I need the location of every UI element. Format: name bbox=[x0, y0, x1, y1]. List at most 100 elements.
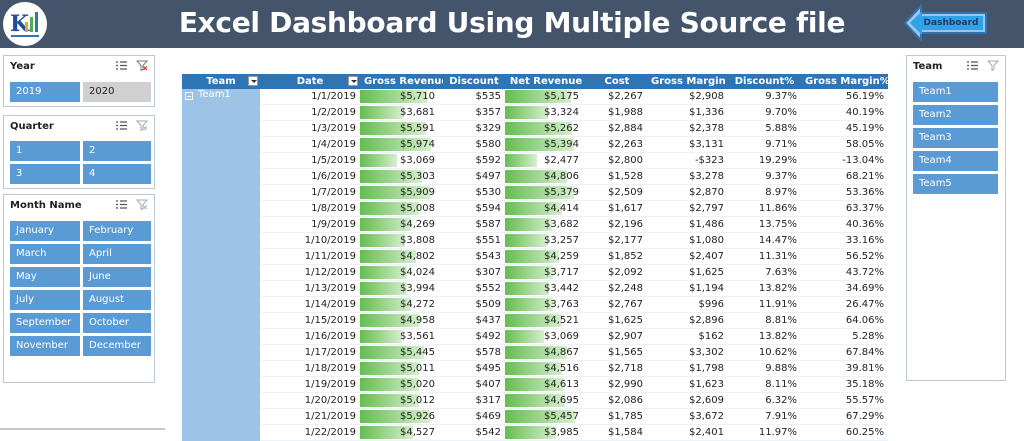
slicer-item-october[interactable]: October bbox=[83, 313, 151, 333]
slicer-item-january[interactable]: January bbox=[10, 221, 80, 241]
discount-pct-cell: 6.32% bbox=[728, 392, 801, 409]
slicer-item-team4[interactable]: Team4 bbox=[913, 151, 998, 171]
data-bar bbox=[505, 202, 562, 215]
discount-cell: $551 bbox=[443, 232, 505, 249]
cell-value: $4,024 bbox=[400, 267, 435, 278]
discount-pct-cell: 5.88% bbox=[728, 120, 801, 137]
table-row: 1/20/2019 $5,012 $317 $4,695 $2,086 $2,609 6.3… bbox=[182, 392, 888, 409]
slicer-item-q1[interactable]: 1 bbox=[10, 141, 80, 161]
slicer-item-2020[interactable]: 2020 bbox=[83, 82, 151, 102]
net-revenue-cell: $4,259 bbox=[505, 248, 587, 265]
cost-cell: $2,086 bbox=[587, 392, 647, 409]
left-arrow-icon bbox=[903, 4, 987, 42]
multi-select-icon[interactable] bbox=[115, 120, 128, 131]
data-bar bbox=[360, 410, 430, 423]
gross-margin-pct-cell: 55.57% bbox=[801, 392, 888, 409]
cell-value: $5,457 bbox=[544, 411, 579, 422]
col-header-date[interactable]: Date bbox=[260, 74, 360, 89]
slicer-item-july[interactable]: July bbox=[10, 290, 80, 310]
date-cell: 1/7/2019 bbox=[260, 184, 360, 201]
net-revenue-cell: $4,521 bbox=[505, 312, 587, 329]
cell-value: $4,269 bbox=[400, 219, 435, 230]
clear-filter-icon[interactable] bbox=[136, 60, 148, 71]
slicer-item-november[interactable]: November bbox=[10, 336, 80, 356]
slicer-item-june[interactable]: June bbox=[83, 267, 151, 287]
cell-value: $5,008 bbox=[400, 203, 435, 214]
slicer-item-q3[interactable]: 3 bbox=[10, 164, 80, 184]
data-bar bbox=[505, 154, 537, 167]
slicer-item-2019[interactable]: 2019 bbox=[10, 82, 80, 102]
gross-margin-pct-cell: 45.19% bbox=[801, 120, 888, 137]
data-bar bbox=[505, 234, 547, 247]
col-header-cost: Cost bbox=[587, 74, 647, 89]
discount-pct-cell: 7.63% bbox=[728, 264, 801, 281]
collapse-icon[interactable] bbox=[185, 92, 193, 100]
net-revenue-cell: $5,262 bbox=[505, 120, 587, 137]
clear-filter-icon[interactable] bbox=[136, 199, 148, 210]
slicer-item-september[interactable]: September bbox=[10, 313, 80, 333]
multi-select-icon[interactable] bbox=[115, 60, 128, 71]
slicer-item-team1[interactable]: Team1 bbox=[913, 82, 998, 102]
data-bar bbox=[360, 154, 397, 167]
data-bar bbox=[505, 346, 568, 359]
data-bar bbox=[360, 394, 419, 407]
gross-margin-cell: $1,080 bbox=[647, 232, 728, 249]
filter-dropdown-icon[interactable] bbox=[248, 76, 258, 86]
slicer-item-team5[interactable]: Team5 bbox=[913, 174, 998, 194]
cost-cell: $2,196 bbox=[587, 216, 647, 233]
slicer-item-december[interactable]: December bbox=[83, 336, 151, 356]
discount-pct-cell: 19.29% bbox=[728, 152, 801, 169]
slicer-item-team3[interactable]: Team3 bbox=[913, 128, 998, 148]
data-bar bbox=[505, 106, 548, 119]
table-row: 1/13/2019 $3,994 $552 $3,442 $2,248 $1,194 13.… bbox=[182, 280, 888, 297]
date-cell: 1/8/2019 bbox=[260, 200, 360, 217]
discount-cell: $357 bbox=[443, 104, 505, 121]
cell-value: $5,303 bbox=[400, 171, 435, 182]
dashboard-button[interactable]: Dashboard bbox=[903, 4, 988, 42]
cell-value: $3,808 bbox=[400, 235, 435, 246]
gross-margin-cell: $3,131 bbox=[647, 136, 728, 153]
table-row: 1/5/2019 $3,069 $592 $2,477 $2,800 -$323 19.29… bbox=[182, 152, 888, 169]
discount-cell: $578 bbox=[443, 344, 505, 361]
gross-margin-pct-cell: 5.28% bbox=[801, 328, 888, 345]
cell-value: $5,909 bbox=[400, 187, 435, 198]
cost-cell: $1,852 bbox=[587, 248, 647, 265]
data-bar bbox=[505, 122, 573, 135]
pivot-table: Team Date Gross Revenue Discount Net Rev… bbox=[182, 74, 890, 441]
data-bar bbox=[360, 202, 419, 215]
data-bar bbox=[360, 90, 428, 103]
slicer-item-q2[interactable]: 2 bbox=[83, 141, 151, 161]
gross-margin-cell: $2,870 bbox=[647, 184, 728, 201]
multi-select-icon[interactable] bbox=[115, 199, 128, 210]
table-row: 1/17/2019 $5,445 $578 $4,867 $1,565 $3,302 10.… bbox=[182, 344, 888, 361]
slicer-item-team2[interactable]: Team2 bbox=[913, 105, 998, 125]
col-header-team[interactable]: Team bbox=[182, 74, 260, 89]
clear-filter-icon[interactable] bbox=[987, 60, 999, 71]
table-row: 1/7/2019 $5,909 $530 $5,379 $2,509 $2,870 8.97… bbox=[182, 184, 888, 201]
quarter-slicer-title: Quarter bbox=[10, 121, 54, 132]
data-bar bbox=[360, 346, 424, 359]
filter-dropdown-icon[interactable] bbox=[348, 76, 358, 86]
slicer-item-august[interactable]: August bbox=[83, 290, 151, 310]
slicer-item-february[interactable]: February bbox=[83, 221, 151, 241]
cell-value: $4,259 bbox=[544, 251, 579, 262]
slicer-item-may[interactable]: May bbox=[10, 267, 80, 287]
slicer-item-march[interactable]: March bbox=[10, 244, 80, 264]
slicer-item-q4[interactable]: 4 bbox=[83, 164, 151, 184]
cost-cell: $1,625 bbox=[587, 312, 647, 329]
clear-filter-icon[interactable] bbox=[136, 120, 148, 131]
cost-cell: $1,785 bbox=[587, 408, 647, 425]
discount-pct-cell: 7.91% bbox=[728, 408, 801, 425]
slicer-item-april[interactable]: April bbox=[83, 244, 151, 264]
gross-revenue-cell: $4,958 bbox=[360, 312, 443, 329]
cell-value: $4,527 bbox=[400, 427, 435, 438]
net-revenue-cell: $5,175 bbox=[505, 89, 587, 105]
multi-select-icon[interactable] bbox=[966, 60, 979, 71]
gross-revenue-cell: $4,802 bbox=[360, 248, 443, 265]
col-header-net-revenue: Net Revenue bbox=[505, 74, 587, 89]
net-revenue-cell: $3,442 bbox=[505, 280, 587, 297]
gross-margin-pct-cell: 56.52% bbox=[801, 248, 888, 265]
date-cell: 1/20/2019 bbox=[260, 392, 360, 409]
gross-margin-cell: $2,797 bbox=[647, 200, 728, 217]
discount-cell: $530 bbox=[443, 184, 505, 201]
